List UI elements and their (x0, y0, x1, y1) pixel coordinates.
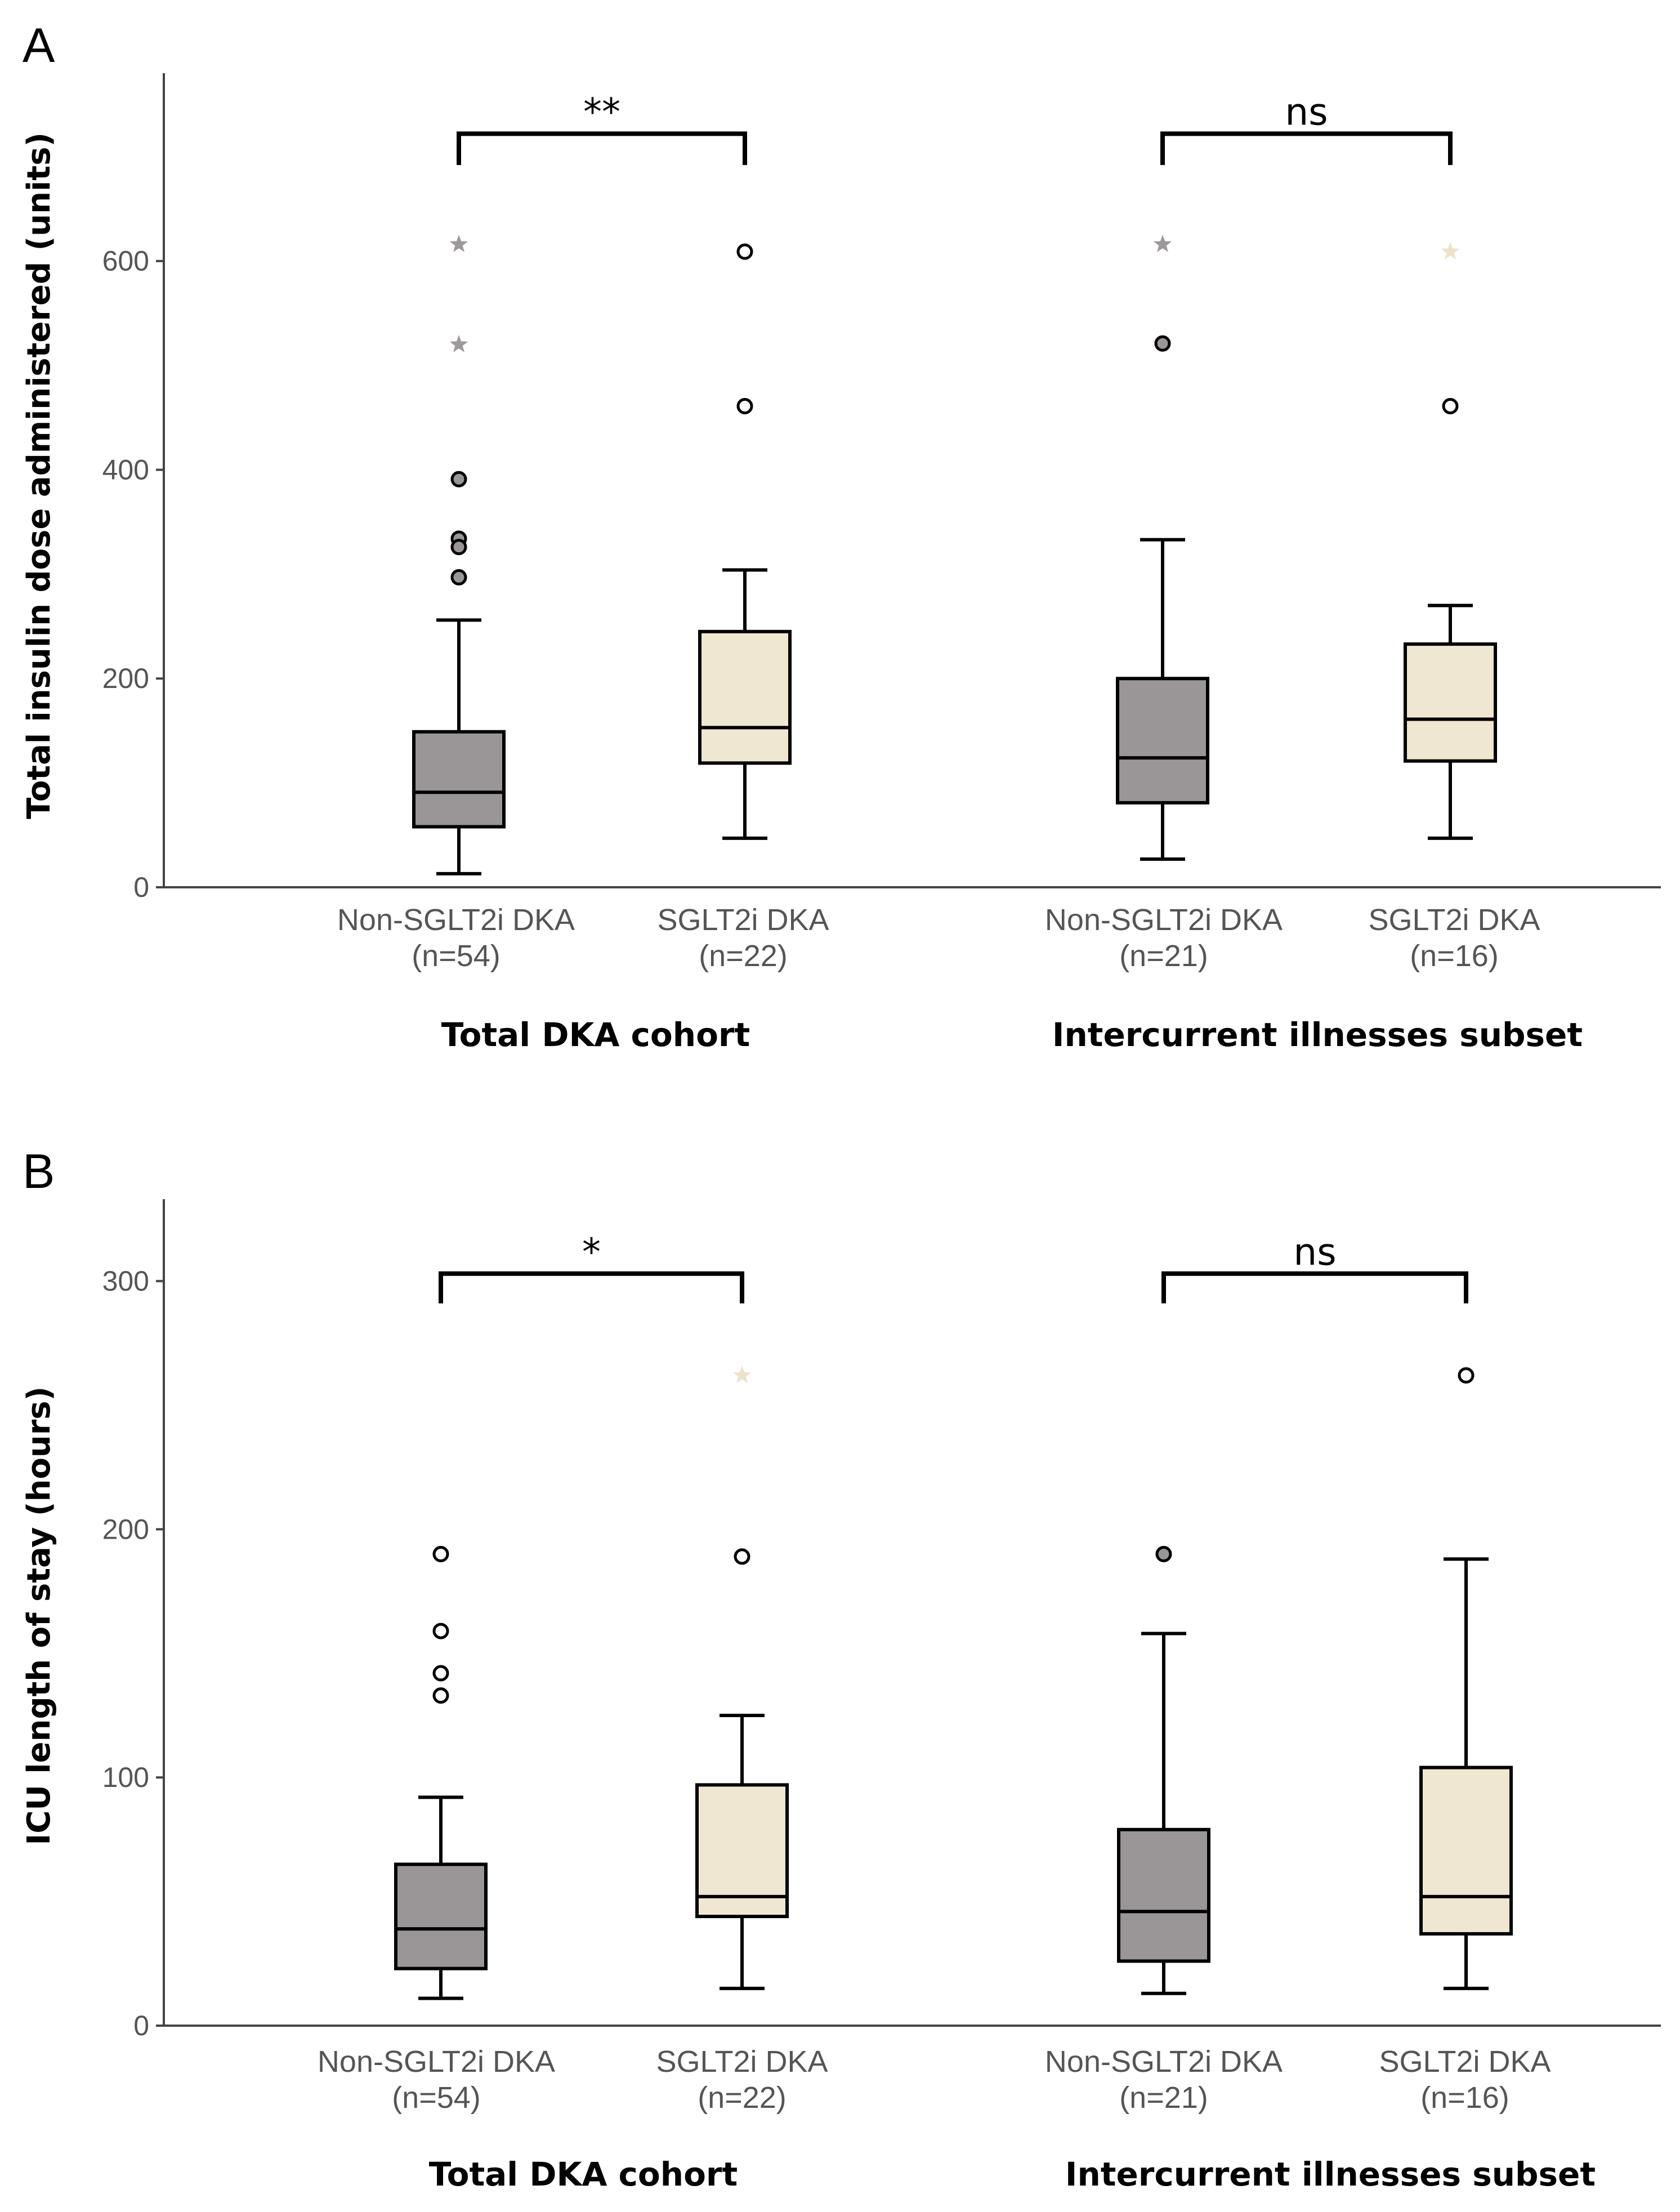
significance-bracket (439, 1271, 744, 1304)
outlier-point (736, 243, 753, 260)
y-tick-label: 400 (102, 454, 149, 485)
y-ticks-b: 0 100 200 300 (102, 1265, 164, 2041)
outlier-point (450, 569, 467, 586)
category-n-label: (n=16) (1410, 939, 1499, 973)
category-n-label: (n=22) (699, 939, 788, 973)
box-1 (412, 235, 506, 875)
extreme-outlier-star (449, 235, 468, 252)
box-2 (695, 1366, 789, 1990)
category-name-label: Non-SGLT2i DKA (1045, 903, 1283, 937)
extreme-outlier-star (732, 1366, 752, 1383)
outlier-point (432, 1687, 449, 1704)
category-n-label: (n=54) (412, 939, 501, 973)
category-name-label: SGLT2i DKA (1379, 2045, 1551, 2079)
y-tick-label: 300 (102, 1265, 149, 1297)
y-tick-label: 200 (102, 1513, 149, 1545)
category-n-label: (n=22) (698, 2081, 787, 2115)
y-tick-label: 0 (133, 2010, 149, 2041)
box-2 (698, 243, 792, 840)
y-tick-label: 0 (133, 872, 149, 903)
outlier-point (432, 1665, 449, 1682)
box-4 (1419, 1367, 1513, 1990)
significance-label: ns (1285, 91, 1328, 134)
category-name-label: SGLT2i DKA (1368, 903, 1540, 937)
significance-bracket (1160, 131, 1453, 166)
outlier-point (1155, 1545, 1172, 1562)
category-n-label: (n=21) (1119, 939, 1208, 973)
outlier-point (1442, 397, 1459, 414)
y-tick-label: 600 (102, 245, 149, 277)
iqr-box (1116, 677, 1209, 805)
category-labels-b: Non-SGLT2i DKA (n=54) SGLT2i DKA (n=22) … (318, 2045, 1551, 2115)
y-ticks-a: 0 200 400 600 (102, 245, 164, 903)
category-name-label: SGLT2i DKA (656, 2045, 828, 2079)
outlier-point (734, 1548, 750, 1565)
significance-label: ** (583, 91, 620, 134)
category-n-label: (n=16) (1420, 2081, 1509, 2115)
boxes-a (412, 235, 1497, 875)
panel-a: A Total insulin dose administered (units… (21, 19, 1661, 1054)
extreme-outlier-star (1441, 242, 1460, 260)
outlier-point (736, 397, 753, 414)
panel-letter-a: A (23, 19, 55, 73)
outlier-point (1154, 335, 1171, 352)
outlier-point (432, 1623, 449, 1639)
outlier-point (450, 471, 467, 488)
group-label-total-cohort: Total DKA cohort (441, 1016, 750, 1054)
iqr-box (1117, 1827, 1210, 1963)
group-label-intercurrent: Intercurrent illnesses subset (1052, 1016, 1583, 1054)
significance-label: ns (1293, 1230, 1336, 1273)
iqr-box (695, 1783, 789, 1919)
box-3 (1116, 235, 1209, 861)
category-labels-a: Non-SGLT2i DKA (n=54) SGLT2i DKA (n=22) … (337, 903, 1540, 973)
y-tick-label: 100 (102, 1762, 149, 1793)
box-1 (394, 1545, 488, 2000)
brackets-a: ** ns (457, 91, 1453, 166)
category-name-label: Non-SGLT2i DKA (337, 903, 575, 937)
y-axis-title-b: ICU length of stay (hours) (21, 1386, 57, 1845)
iqr-box (412, 730, 506, 829)
iqr-box (1404, 642, 1497, 763)
boxes-b (394, 1366, 1513, 2000)
significance-bracket (457, 131, 747, 166)
extreme-outlier-star (1153, 235, 1172, 252)
box-3 (1117, 1545, 1210, 1995)
iqr-box (1419, 1766, 1513, 1936)
category-n-label: (n=21) (1119, 2081, 1208, 2115)
significance-bracket (1161, 1271, 1468, 1304)
iqr-box (698, 629, 792, 765)
significance-label: * (582, 1230, 601, 1273)
group-label-total-cohort: Total DKA cohort (429, 2155, 738, 2193)
y-tick-label: 200 (102, 663, 149, 694)
outlier-point (450, 539, 467, 556)
y-axis-title-a: Total insulin dose administered (units) (21, 132, 57, 819)
box-4 (1404, 242, 1497, 840)
outlier-point (1458, 1367, 1475, 1384)
group-label-intercurrent: Intercurrent illnesses subset (1065, 2155, 1596, 2193)
extreme-outlier-star (449, 335, 468, 352)
outlier-point (432, 1545, 449, 1562)
category-n-label: (n=54) (392, 2081, 481, 2115)
category-name-label: SGLT2i DKA (657, 903, 829, 937)
brackets-b: * ns (439, 1230, 1468, 1304)
panel-letter-b: B (23, 1145, 55, 1199)
category-name-label: Non-SGLT2i DKA (1045, 2045, 1283, 2079)
iqr-box (394, 1862, 488, 1970)
category-name-label: Non-SGLT2i DKA (318, 2045, 555, 2079)
panel-b: B ICU length of stay (hours) 0100200300 … (21, 1145, 1661, 2193)
